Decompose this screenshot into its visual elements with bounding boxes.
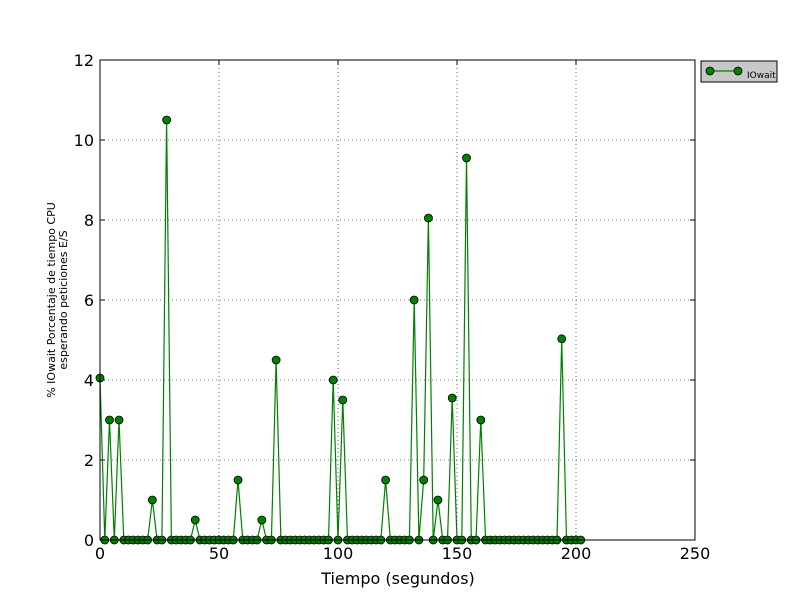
legend-marker-right [733,66,743,76]
x-axis-title: Tiempo (segundos) [320,569,475,588]
data-point [447,393,457,403]
data-point [424,213,433,223]
y-tick-label: 8 [84,211,94,230]
y-tick-label: 6 [84,291,94,310]
x-tick-label: 0 [95,544,105,563]
data-point [409,295,419,305]
legend-marker-left [705,66,715,76]
data-point [381,475,391,485]
data-point [147,495,157,505]
data-point [162,115,172,125]
data-point [462,153,471,163]
x-tick-label: 100 [323,544,354,563]
data-point [114,415,124,425]
data-point [328,375,338,385]
data-point [190,515,200,525]
legend: IOwait [700,60,778,83]
y-axis-title-line-2: esperando peticiones E/S [57,230,70,369]
x-tick-label: 150 [442,544,473,563]
data-point [419,475,429,485]
legend-label-iowait: IOwait [747,71,776,81]
data-point [257,515,267,525]
x-tick-label: 50 [209,544,229,563]
grid-lines [100,60,695,540]
y-tick-label: 4 [84,371,94,390]
y-tick-label: 10 [74,131,94,150]
data-point [557,334,567,344]
y-tick-label: 0 [84,531,94,550]
plot-frame [99,59,696,541]
data-point [233,475,243,485]
y-tick-label: 2 [84,451,94,470]
data-point [105,415,114,425]
data-point [476,415,486,425]
y-axis-title-line-1: % IOwait Porcentaje de tiempo CPU [45,202,58,398]
data-point [433,495,443,505]
data-point [271,355,281,365]
data-point [338,395,348,405]
x-tick-label: 250 [680,544,711,563]
plot-area [100,60,695,540]
y-tick-label: 12 [74,51,94,70]
x-tick-label: 200 [561,544,592,563]
